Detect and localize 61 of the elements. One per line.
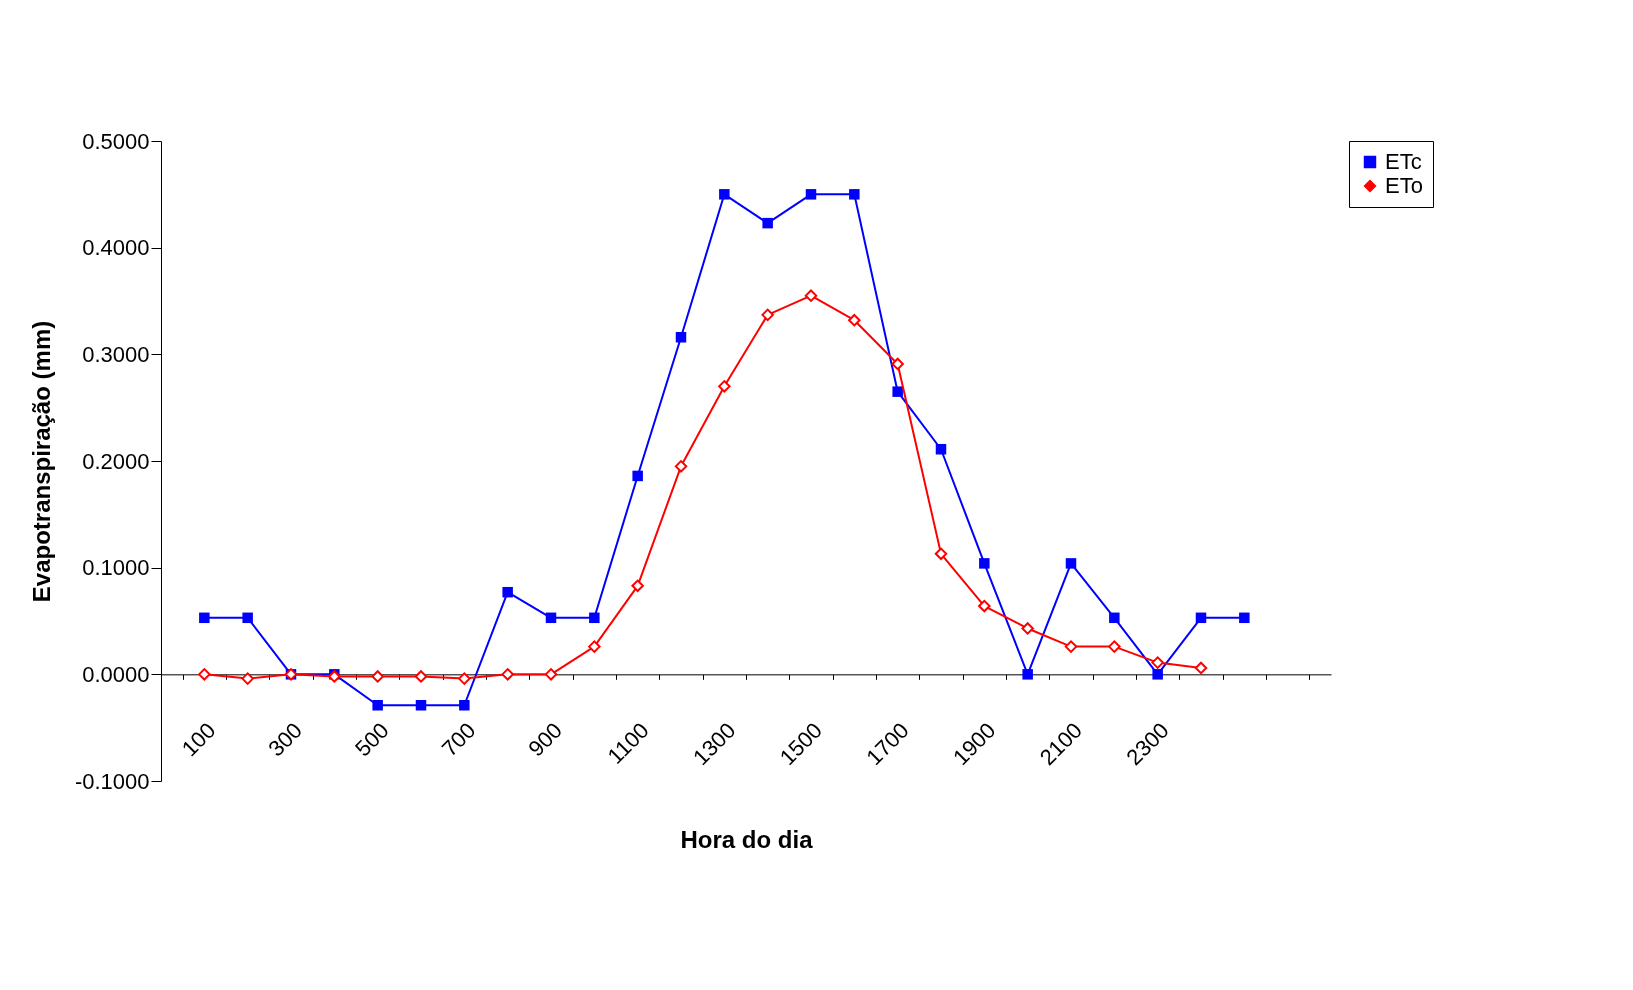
point xyxy=(848,313,861,327)
point xyxy=(1194,661,1208,675)
legend-label: ETc xyxy=(1385,149,1422,174)
point xyxy=(1065,558,1077,569)
x-tick-label: 300 xyxy=(263,717,308,762)
point xyxy=(415,700,427,711)
point xyxy=(242,612,253,624)
y-tick-label: 0.0000 xyxy=(82,661,150,687)
point xyxy=(891,357,904,371)
point xyxy=(935,444,947,455)
x-tick-label: 500 xyxy=(350,717,394,762)
point xyxy=(1021,622,1034,635)
point xyxy=(675,332,687,343)
point xyxy=(588,640,601,653)
point xyxy=(1195,612,1207,624)
y-tick-label: -0.1000 xyxy=(74,768,150,794)
point xyxy=(414,670,428,683)
point xyxy=(718,380,731,393)
point xyxy=(372,700,383,711)
point xyxy=(1022,669,1033,680)
point xyxy=(459,700,470,711)
point xyxy=(1239,612,1250,624)
point xyxy=(804,289,818,302)
point xyxy=(1108,640,1121,653)
point xyxy=(1151,656,1164,669)
y-axis-title: Evapotranspiração (mm) xyxy=(27,320,55,603)
point xyxy=(805,189,817,200)
point xyxy=(1064,640,1078,653)
x-tick-label: 700 xyxy=(436,717,481,762)
x-tick-label: 100 xyxy=(176,717,221,762)
y-tick-label: 0.4000 xyxy=(82,235,150,261)
point xyxy=(979,558,990,569)
point xyxy=(632,470,643,482)
point xyxy=(978,599,991,613)
y-tick-label: 0.5000 xyxy=(82,128,150,154)
y-tick-label: 0.1000 xyxy=(82,555,150,581)
point xyxy=(544,668,558,681)
point xyxy=(502,586,513,598)
point xyxy=(1152,669,1163,680)
point xyxy=(761,308,774,322)
point xyxy=(198,668,211,681)
point xyxy=(934,547,948,561)
point xyxy=(589,612,600,624)
point xyxy=(631,579,644,593)
point xyxy=(501,668,514,681)
x-tick-label: 900 xyxy=(523,717,568,762)
point xyxy=(849,189,860,200)
point xyxy=(545,612,557,624)
point xyxy=(199,612,210,624)
point xyxy=(674,460,688,473)
point xyxy=(719,189,730,200)
point xyxy=(241,672,254,685)
point xyxy=(458,672,471,685)
point xyxy=(892,386,903,397)
y-tick-label: 0.2000 xyxy=(82,448,150,474)
x-axis-title: Hora do dia xyxy=(680,826,814,854)
point xyxy=(1109,612,1120,624)
point xyxy=(371,670,384,683)
legend-label: ETo xyxy=(1385,173,1423,198)
y-tick-label: 0.3000 xyxy=(82,341,150,367)
point xyxy=(762,217,773,229)
